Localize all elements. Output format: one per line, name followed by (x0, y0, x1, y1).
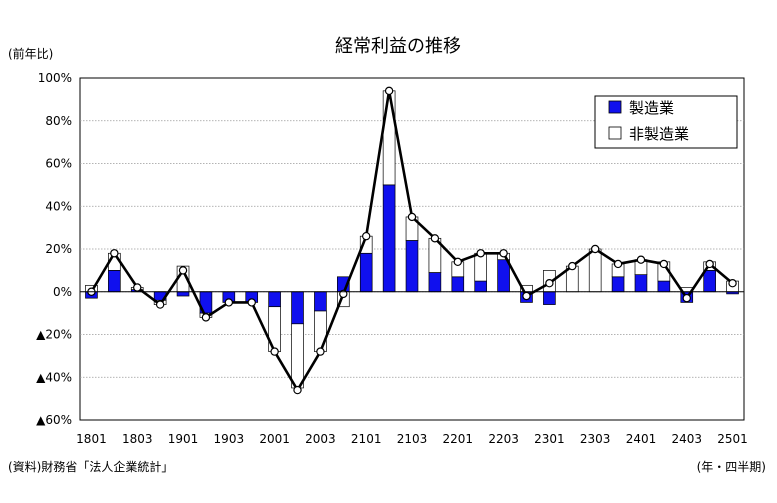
x-tick-label: 1901 (168, 432, 199, 446)
line-point (293, 385, 302, 395)
bar-manufacturing (703, 270, 716, 293)
line-point (636, 255, 646, 264)
x-tick-label: 2201 (443, 432, 474, 446)
legend-swatch-non-manufacturing (608, 126, 622, 140)
y-tick-label: ▲40% (36, 370, 72, 384)
y-tick-label: 40% (45, 199, 72, 213)
x-tick-label: 2501 (717, 432, 748, 446)
line-point (155, 300, 165, 309)
line-point (110, 249, 119, 258)
x-tick-label: 2203 (488, 432, 519, 446)
line-point (728, 279, 737, 288)
bar-manufacturing (611, 276, 625, 293)
bar-non-manufacturing (382, 90, 396, 186)
line-point (476, 249, 485, 258)
line-point (384, 86, 394, 96)
line-point (568, 261, 577, 271)
line-point (590, 244, 600, 254)
bar-manufacturing (176, 291, 190, 297)
bar-manufacturing (405, 240, 419, 293)
line-point (247, 298, 256, 307)
bar-manufacturing (268, 291, 281, 308)
legend-label-non-manufacturing: 非製造業 (629, 125, 689, 143)
line-point (659, 259, 669, 269)
bar-non-manufacturing (291, 323, 304, 389)
bar-manufacturing (497, 259, 510, 293)
line-point (407, 212, 417, 222)
line-point (522, 291, 531, 301)
bar-manufacturing (428, 272, 442, 293)
x-tick-label: 2403 (671, 432, 702, 446)
line-point (224, 298, 234, 307)
line-point (682, 293, 691, 303)
bar-manufacturing (108, 270, 121, 293)
y-tick-label: ▲20% (36, 328, 72, 342)
x-tick-label: 1903 (214, 432, 245, 446)
y-tick-label: 80% (45, 114, 72, 128)
source-note: (資料)財務省「法人企業統計」 (8, 459, 173, 474)
x-tick-label: 2401 (626, 432, 657, 446)
x-tick-label: 2101 (351, 432, 382, 446)
bar-manufacturing (657, 280, 671, 293)
line-point (316, 347, 325, 356)
bar-manufacturing (451, 276, 465, 293)
line-point (499, 249, 508, 258)
y-tick-label: 20% (45, 242, 72, 256)
x-tick-label: 1803 (122, 432, 153, 446)
line-point (133, 283, 142, 292)
x-axis-label: (年・四半期) (697, 460, 766, 474)
x-tick-label: 2103 (397, 432, 428, 446)
line-point (178, 266, 188, 275)
legend-label-manufacturing: 製造業 (629, 99, 674, 117)
line-point (545, 279, 554, 288)
bar-non-manufacturing (588, 248, 602, 293)
line-point (201, 313, 211, 322)
x-tick-label: 2301 (534, 432, 565, 446)
bar-manufacturing (474, 280, 487, 293)
bar-manufacturing (543, 291, 556, 305)
y-axis-label: (前年比) (8, 46, 53, 61)
bar-manufacturing (359, 252, 373, 293)
legend: 製造業 非製造業 (594, 95, 738, 149)
y-tick-label: 60% (45, 157, 72, 171)
x-tick-label: 2001 (259, 432, 290, 446)
bar-non-manufacturing (314, 310, 327, 352)
y-tick-label: ▲60% (36, 413, 72, 427)
y-tick-label: 100% (38, 71, 72, 85)
y-tick-label: 0% (53, 285, 72, 299)
line-point (453, 257, 462, 267)
x-tick-label: 2003 (305, 432, 336, 446)
x-tick-label: 2303 (580, 432, 611, 446)
legend-swatch-manufacturing (608, 100, 622, 114)
line-point (270, 347, 279, 356)
bar-manufacturing (314, 291, 327, 312)
bar-manufacturing (382, 184, 396, 293)
line-point (613, 259, 623, 269)
chart-title: 経常利益の推移 (335, 36, 461, 57)
x-tick-label: 1801 (76, 432, 107, 446)
line-point (705, 259, 714, 269)
bar-manufacturing (634, 274, 648, 293)
line-point (362, 231, 371, 241)
line-point (430, 234, 440, 243)
bar-manufacturing (291, 291, 304, 325)
